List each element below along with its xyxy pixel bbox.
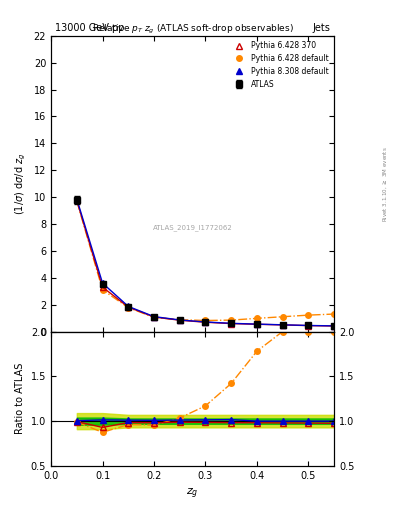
Pythia 6.428 default bbox=[255, 315, 259, 322]
Pythia 6.428 370 bbox=[332, 323, 336, 329]
Y-axis label: Ratio to ATLAS: Ratio to ATLAS bbox=[15, 363, 25, 434]
Pythia 6.428 370 bbox=[255, 321, 259, 327]
Pythia 6.428 default bbox=[152, 314, 156, 321]
Pythia 6.428 default bbox=[100, 287, 105, 293]
Y-axis label: $(1/\sigma)$ d$\sigma$/d $z_g$: $(1/\sigma)$ d$\sigma$/d $z_g$ bbox=[14, 153, 28, 215]
Pythia 6.428 default bbox=[74, 198, 79, 204]
Title: Relative $p_T$ $z_g$ (ATLAS soft-drop observables): Relative $p_T$ $z_g$ (ATLAS soft-drop ob… bbox=[92, 23, 294, 36]
Pythia 6.428 default bbox=[306, 312, 311, 318]
Text: Rivet 3.1.10, $\geq$ 3M events: Rivet 3.1.10, $\geq$ 3M events bbox=[381, 146, 389, 222]
Pythia 8.308 default bbox=[332, 323, 336, 329]
Pythia 6.428 default bbox=[126, 305, 130, 311]
Pythia 6.428 370 bbox=[126, 304, 130, 310]
Pythia 6.428 default bbox=[280, 314, 285, 320]
Text: 13000 GeV pp: 13000 GeV pp bbox=[55, 23, 125, 33]
Pythia 6.428 370 bbox=[306, 323, 311, 329]
Pythia 8.308 default bbox=[203, 319, 208, 325]
Pythia 8.308 default bbox=[74, 196, 79, 202]
Pythia 8.308 default bbox=[229, 320, 233, 326]
Pythia 6.428 370 bbox=[203, 319, 208, 325]
X-axis label: $z_g$: $z_g$ bbox=[186, 486, 199, 501]
Pythia 8.308 default bbox=[126, 303, 130, 309]
Pythia 8.308 default bbox=[306, 323, 311, 329]
Pythia 8.308 default bbox=[280, 322, 285, 328]
Pythia 8.308 default bbox=[100, 280, 105, 286]
Pythia 6.428 default bbox=[332, 311, 336, 317]
Pythia 6.428 default bbox=[177, 316, 182, 323]
Pythia 8.308 default bbox=[152, 313, 156, 319]
Pythia 6.428 default bbox=[203, 317, 208, 324]
Line: Pythia 6.428 370: Pythia 6.428 370 bbox=[73, 197, 338, 330]
Pythia 6.428 370 bbox=[74, 198, 79, 204]
Text: ATLAS_2019_I1772062: ATLAS_2019_I1772062 bbox=[153, 225, 232, 231]
Line: Pythia 8.308 default: Pythia 8.308 default bbox=[73, 196, 338, 329]
Pythia 6.428 370 bbox=[229, 321, 233, 327]
Pythia 8.308 default bbox=[255, 321, 259, 327]
Pythia 6.428 370 bbox=[177, 317, 182, 323]
Line: Pythia 6.428 default: Pythia 6.428 default bbox=[74, 198, 337, 323]
Pythia 8.308 default bbox=[177, 317, 182, 323]
Pythia 6.428 370 bbox=[152, 314, 156, 320]
Legend: Pythia 6.428 370, Pythia 6.428 default, Pythia 8.308 default, ATLAS: Pythia 6.428 370, Pythia 6.428 default, … bbox=[229, 38, 332, 92]
Pythia 6.428 370 bbox=[100, 284, 105, 290]
Pythia 6.428 370 bbox=[280, 322, 285, 328]
Text: Jets: Jets bbox=[312, 23, 330, 33]
Pythia 6.428 default bbox=[229, 317, 233, 323]
